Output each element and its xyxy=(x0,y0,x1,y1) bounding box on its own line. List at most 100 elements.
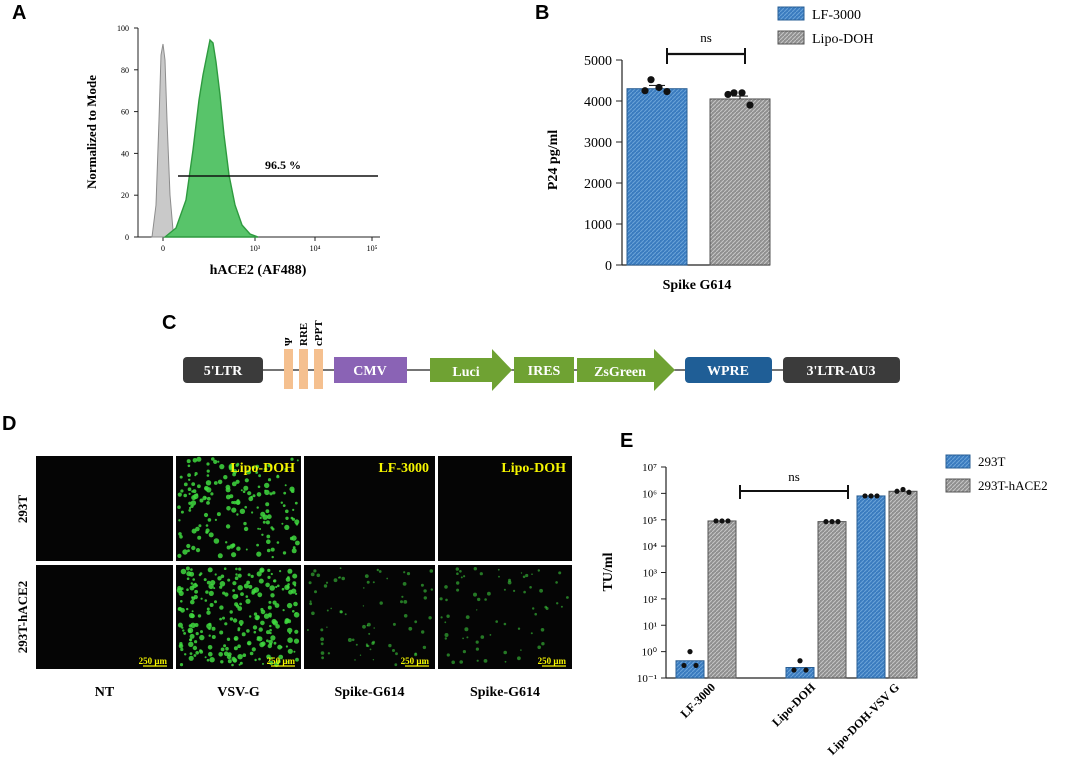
fluorescent-cell xyxy=(484,598,487,601)
fluorescent-cell xyxy=(420,583,424,587)
fluorescent-cell xyxy=(184,653,187,656)
legend-swatch-lipodoh xyxy=(777,30,805,45)
fluorescent-cell xyxy=(188,655,194,661)
fluorescent-cell xyxy=(227,659,232,664)
fluorescent-cell xyxy=(220,574,225,579)
fluorescent-cell xyxy=(256,543,259,547)
fluorescent-cell xyxy=(178,519,181,522)
fluorescent-cell xyxy=(207,518,212,522)
fluorescent-cell xyxy=(205,528,210,533)
micrograph-grid: Lipo-DOH LF-3000 Lipo-DOH NT VSV-G Spike-G614… xyxy=(15,456,572,700)
b-ytick-label: 5000 xyxy=(584,54,612,69)
fluorescent-cell xyxy=(306,629,309,631)
fluorescent-cell xyxy=(216,512,221,517)
fluorescent-cell xyxy=(465,615,470,619)
fluorescent-cell xyxy=(256,636,261,640)
fluorescent-cell xyxy=(414,620,418,624)
fluorescent-cell xyxy=(280,501,283,504)
fluorescent-cell xyxy=(197,535,202,540)
fluorescent-cell xyxy=(400,600,403,604)
fluorescent-cell xyxy=(237,654,243,660)
fluorescent-cell xyxy=(188,509,192,512)
fluorescent-cell xyxy=(264,482,270,489)
fluorescent-cell xyxy=(376,568,379,572)
fluorescent-cell xyxy=(560,605,563,608)
fluorescent-cell xyxy=(338,576,341,579)
fluorescent-cell xyxy=(226,506,231,511)
fluorescent-cell xyxy=(180,510,184,514)
fluorescent-cell xyxy=(372,581,375,584)
fluorescent-cell xyxy=(271,555,274,559)
a-ylabel: Normalized to Mode xyxy=(84,75,99,189)
fluorescent-cell xyxy=(186,571,192,577)
fluorescent-cell xyxy=(476,659,479,662)
fluorescent-cell xyxy=(282,551,287,555)
micrograph-col-label: Spike-G614 xyxy=(334,685,404,700)
fluorescent-cell xyxy=(287,619,292,624)
fluorescent-cell xyxy=(218,652,223,657)
micrograph-top-label: Lipo-DOH xyxy=(501,461,566,476)
fluorescent-cell xyxy=(188,501,192,505)
fluorescent-cell xyxy=(259,516,262,520)
fluorescent-cell xyxy=(339,610,343,614)
fluorescent-cell xyxy=(429,569,434,573)
fluorescent-cell xyxy=(229,610,233,614)
fluorescent-cell xyxy=(219,464,225,470)
fluorescent-cell xyxy=(365,643,368,646)
fluorescent-cell xyxy=(199,498,204,503)
fluorescent-cell xyxy=(260,620,265,626)
fluorescent-cell xyxy=(462,650,466,654)
fluorescent-cell xyxy=(248,584,253,589)
fluorescent-cell xyxy=(270,526,274,529)
scale-bar-label: 250 μm xyxy=(139,656,168,666)
fluorescent-cell xyxy=(386,577,389,580)
fluorescent-cell xyxy=(456,572,459,575)
fluorescent-cell xyxy=(268,600,272,604)
fluorescent-cell xyxy=(214,573,217,576)
fluorescent-cell xyxy=(217,479,223,485)
fluorescent-cell xyxy=(272,600,277,605)
fluorescent-cell xyxy=(234,576,239,580)
e-datapoint xyxy=(791,667,797,673)
e-datapoint xyxy=(900,486,906,493)
fluorescent-cell xyxy=(394,663,398,667)
fluorescent-cell xyxy=(208,622,212,627)
cppt-label: cPPT xyxy=(313,320,325,346)
fluorescent-cell xyxy=(310,572,315,577)
fluorescent-cell xyxy=(192,578,195,581)
fluorescent-cell xyxy=(266,639,269,643)
fluorescent-cell xyxy=(189,638,193,642)
fluorescent-cell xyxy=(354,659,356,661)
fluorescent-cell xyxy=(294,501,298,505)
row-label-293t: 293T xyxy=(15,495,30,524)
panel-label-d: D xyxy=(2,413,17,435)
fluorescent-cell xyxy=(362,624,366,629)
fluorescent-cell xyxy=(192,645,198,651)
panel-label-a: A xyxy=(12,2,27,24)
fluorescent-cell xyxy=(392,649,395,652)
a-xtick-label: 0 xyxy=(161,244,165,253)
fluorescent-cell xyxy=(295,592,298,596)
fluorescent-cell xyxy=(339,567,342,570)
fluorescent-cell xyxy=(178,532,182,536)
fluorescent-cell xyxy=(269,631,272,635)
fluorescent-cell xyxy=(205,524,209,527)
fluorescent-cell xyxy=(284,524,290,531)
fluorescent-cell xyxy=(363,587,365,589)
fluorescent-cell xyxy=(295,540,300,546)
fluorescent-cell xyxy=(460,576,463,579)
fluorescent-cell xyxy=(309,602,313,606)
fluorescent-cell xyxy=(265,582,270,588)
fluorescent-cell xyxy=(224,622,228,626)
fluorescent-cell xyxy=(244,505,247,509)
fluorescent-cell xyxy=(223,567,227,570)
fluorescent-cell xyxy=(256,506,259,509)
fluorescent-cell xyxy=(208,634,211,637)
ltr3-box xyxy=(783,357,900,383)
fluorescent-cell xyxy=(504,660,507,663)
fluorescent-cell xyxy=(194,582,197,586)
fluorescent-cell xyxy=(214,518,217,522)
e-datapoint xyxy=(829,519,835,525)
fluorescent-cell xyxy=(293,650,296,653)
fluorescent-cell xyxy=(265,520,270,525)
